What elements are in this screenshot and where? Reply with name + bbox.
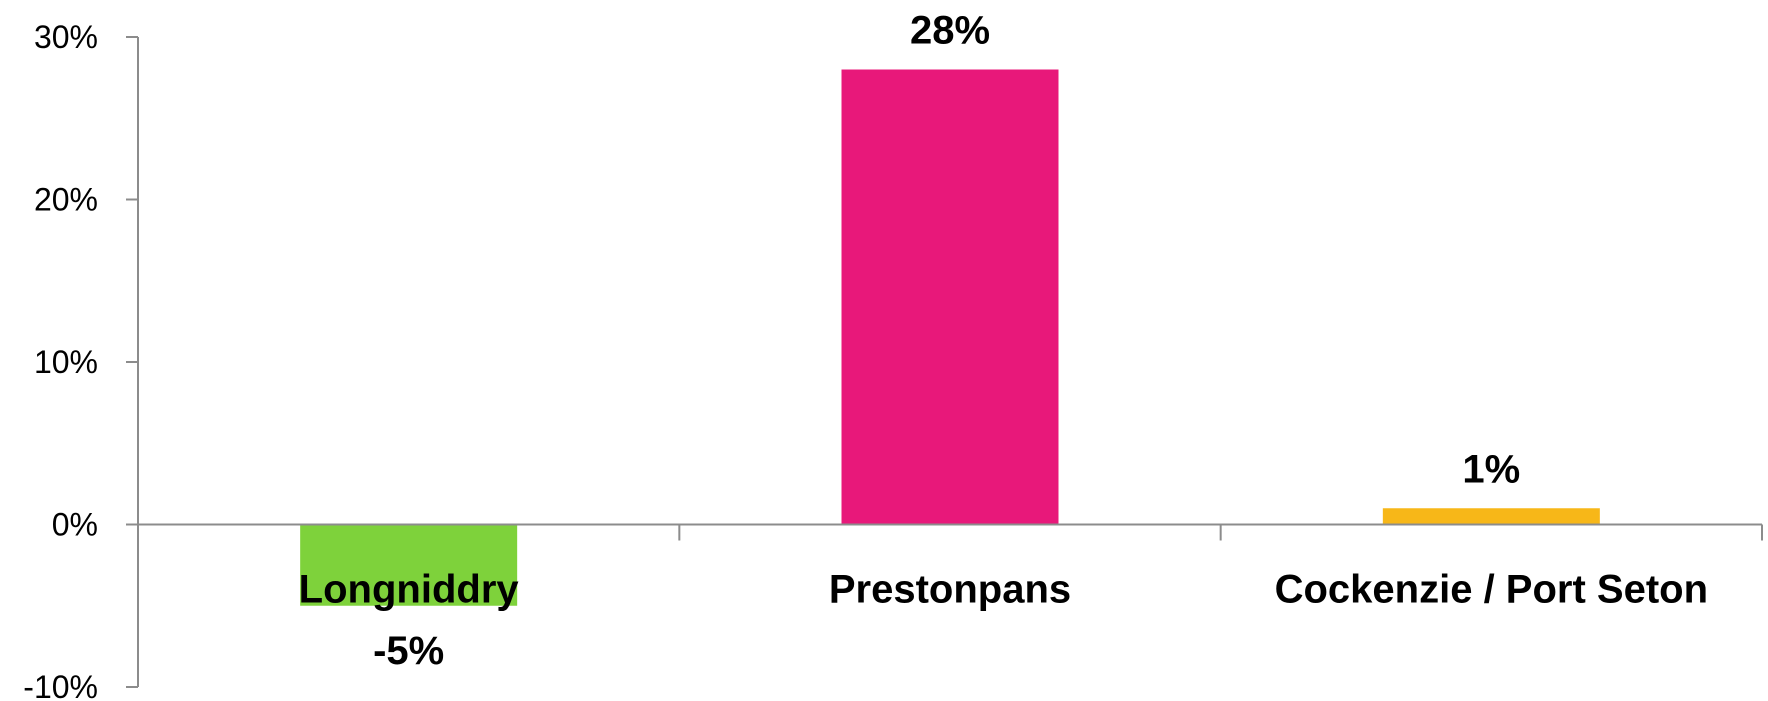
data-label: -5%: [373, 629, 444, 673]
y-tick-label: 30%: [34, 19, 98, 55]
bars: [300, 69, 1600, 606]
y-tick-label: 10%: [34, 344, 98, 380]
bar-prestonpans: [841, 69, 1059, 525]
category-label: Longniddry: [299, 568, 520, 612]
bar-cockenzie-port-seton: [1382, 508, 1600, 525]
y-tick-label: 20%: [34, 182, 98, 218]
y-tick-label: 0%: [52, 507, 98, 543]
category-label: Cockenzie / Port Seton: [1275, 568, 1708, 612]
data-label: 28%: [910, 9, 990, 53]
bar-longniddry: [300, 524, 518, 606]
category-labels: Longniddry Prestonpans Cockenzie / Port Se…: [299, 568, 1708, 612]
y-tick-label: -10%: [23, 669, 98, 701]
category-label: Prestonpans: [829, 568, 1071, 612]
data-label: 1%: [1462, 447, 1520, 491]
data-labels: -5% 28% 1%: [373, 9, 1520, 673]
axes: [137, 37, 1763, 687]
y-axis-ticks: -10% 0% 10% 20% 30%: [23, 19, 138, 701]
